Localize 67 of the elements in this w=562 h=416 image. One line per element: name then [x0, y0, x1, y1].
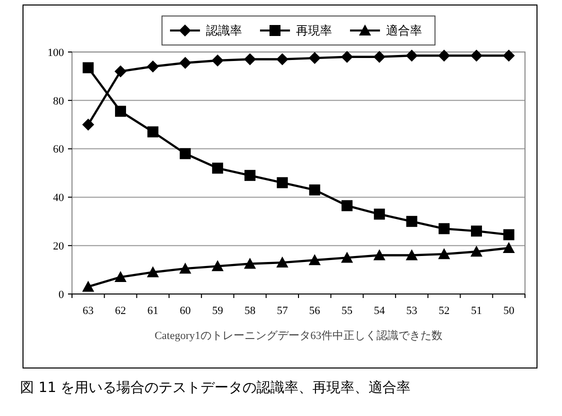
point [114, 65, 127, 78]
x-axis-title: Category1のトレーニングデータ63件中正しく認識できた数 [154, 329, 442, 342]
point [179, 262, 192, 274]
y-tick-label: 100 [48, 46, 64, 59]
x-tick-label: 51 [470, 305, 482, 317]
point [244, 53, 256, 66]
x-tick-label: 60 [180, 305, 192, 317]
x-tick-label: 62 [115, 305, 126, 317]
y-tick-label: 20 [53, 240, 64, 252]
point [502, 242, 515, 254]
x-tick-label: 58 [244, 305, 256, 317]
point [341, 252, 354, 263]
point [276, 53, 288, 66]
point [341, 50, 354, 63]
point [308, 52, 321, 64]
point [82, 280, 94, 292]
point [212, 162, 224, 174]
point [406, 50, 418, 62]
point [470, 246, 482, 257]
point [179, 56, 192, 69]
y-tick-label: 0 [58, 288, 64, 301]
point [373, 50, 386, 63]
y-tick-label: 40 [53, 192, 64, 204]
x-tick-label: 59 [212, 305, 224, 317]
x-tick-label: 56 [309, 305, 321, 317]
legend-label: 適合率 [386, 24, 422, 38]
point [438, 248, 450, 260]
point [82, 62, 94, 74]
x-tick-label: 53 [406, 305, 418, 317]
x-tick-label: 55 [342, 305, 354, 317]
point [276, 177, 288, 188]
point [115, 106, 126, 117]
point [374, 208, 385, 220]
point [244, 170, 256, 181]
point [82, 118, 94, 131]
x-tick-label: 61 [147, 305, 158, 317]
legend-label: 認識率 [206, 24, 242, 38]
point [470, 226, 482, 237]
point [147, 126, 158, 138]
point [502, 50, 515, 62]
point [212, 54, 224, 66]
point [244, 258, 256, 269]
x-tick-label: 50 [503, 305, 515, 317]
caption: 図 11 を用いる場合のテストデータの認識率、再現率、適合率 [20, 380, 411, 396]
point [438, 223, 450, 234]
point [146, 60, 159, 73]
point [406, 216, 418, 227]
point [438, 50, 450, 62]
point [503, 229, 514, 240]
point [180, 148, 191, 160]
x-tick-label: 52 [438, 305, 450, 317]
x-tick-label: 63 [82, 305, 94, 317]
point [212, 260, 224, 272]
legend-label: 再現率 [296, 24, 332, 38]
point [470, 50, 482, 62]
point [308, 254, 321, 266]
point [309, 184, 320, 196]
point [342, 200, 353, 212]
y-tick-label: 80 [53, 95, 64, 108]
y-tick-label: 60 [53, 144, 64, 156]
point [373, 249, 386, 260]
point [146, 266, 159, 278]
x-tick-label: 54 [374, 305, 386, 317]
x-tick-label: 57 [276, 305, 288, 317]
point [276, 256, 288, 268]
point [406, 249, 418, 260]
point [114, 271, 127, 282]
